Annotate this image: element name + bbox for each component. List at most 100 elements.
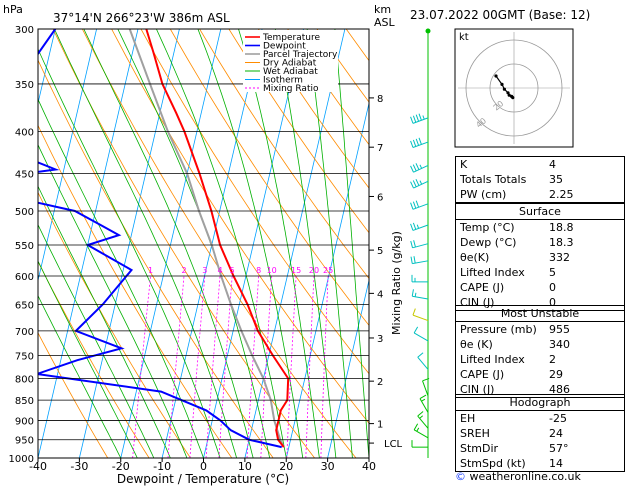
km-label: km	[374, 3, 391, 16]
x-tick-label: 40	[362, 460, 376, 473]
most-unstable-panel: Most Unstable Pressure (mb) 955 θe (K) 340…	[455, 305, 625, 398]
pressure-tick-label: 900	[15, 416, 34, 427]
wind-barb	[410, 137, 429, 148]
wind-barb-flag	[415, 200, 420, 208]
hpa-label: hPa	[3, 3, 23, 16]
x-tick-label: -40	[29, 460, 47, 473]
index-row: PW (cm) 2.25	[460, 188, 574, 201]
copyright-icon: ©	[455, 470, 466, 483]
mixing-ratio-label: 2	[181, 266, 186, 275]
pressure-tick-label: 550	[15, 241, 34, 252]
dewpoint-line	[38, 29, 282, 449]
pressure-tick-label: 850	[15, 396, 34, 407]
wind-barb-staff	[413, 180, 429, 189]
surface-title: Surface	[456, 204, 624, 220]
km-tick-label: 8	[377, 94, 383, 105]
hodograph-point	[506, 91, 510, 95]
wind-barb-flag	[410, 240, 414, 248]
mixing-ratio-label: 15	[291, 266, 301, 275]
wind-barb-flag	[412, 222, 417, 230]
isotherm-line	[38, 29, 139, 458]
wind-barb-flag	[417, 411, 424, 417]
km-tick-label: 6	[377, 192, 383, 203]
km-tick-label: 2	[377, 377, 383, 388]
wind-barb-half-flag	[422, 115, 425, 120]
wind-barb-flag	[418, 137, 422, 145]
isotherm-line	[368, 456, 369, 458]
wind-barb-staff	[417, 415, 429, 429]
most-unstable-row: θe (K) 340	[460, 338, 570, 351]
wind-barb	[410, 256, 429, 265]
wind-barb-flag	[412, 139, 417, 147]
mixing-ratio-line	[132, 275, 151, 458]
wind-barb	[422, 377, 430, 397]
surface-panel: Surface Temp (°C) 18.8 Dewp (°C) 18.3 θe(K…	[455, 203, 625, 311]
hodograph-point	[502, 87, 506, 91]
hodograph-stats-row: StmDir 57°	[460, 442, 569, 455]
wind-barb-flag	[412, 201, 417, 209]
wind-barb	[411, 440, 428, 448]
wind-barb	[410, 178, 429, 189]
wind-barb-flag	[410, 256, 413, 264]
wind-barb-flag	[417, 352, 424, 358]
dry-adiabat-line	[257, 29, 369, 189]
mixing-ratio-line	[305, 275, 315, 458]
legend-entry: Dry Adiabat	[263, 59, 317, 69]
hodograph-point	[500, 82, 504, 86]
wind-barb	[410, 113, 429, 124]
hodograph-point	[507, 93, 511, 97]
legend-entry: Temperature	[262, 33, 320, 43]
wind-barb	[412, 308, 429, 322]
most-unstable-row: Pressure (mb) 955	[460, 323, 570, 336]
legend-entry: Wet Adiabat	[263, 67, 318, 77]
wind-barb-flag	[412, 115, 417, 123]
wind-barb-staff	[422, 380, 429, 397]
pressure-tick-label: 800	[15, 374, 34, 385]
surface-row: Dewp (°C) 18.3	[460, 236, 574, 249]
wind-barb-staff	[412, 243, 429, 249]
most-unstable-row: Lifted Index 2	[460, 353, 556, 366]
isotherm-line	[79, 29, 180, 458]
mixing-ratio-line	[286, 275, 297, 458]
wind-barb-staff	[412, 203, 429, 210]
hodograph-point	[494, 74, 498, 78]
wind-barb	[413, 326, 429, 342]
wind-barb-flag	[415, 163, 420, 170]
x-tick-label: -10	[153, 460, 171, 473]
wind-barb-flag	[413, 326, 419, 334]
wind-barb-flag	[410, 140, 414, 148]
dry-adiabat-line	[228, 29, 369, 234]
wind-barb-flag	[410, 116, 414, 124]
legend-box	[243, 30, 338, 92]
most-unstable-row: CAPE (J) 29	[460, 368, 563, 381]
wind-barb-flag	[415, 178, 420, 186]
legend-entry: Parcel Trajectory	[263, 50, 338, 60]
wind-barb	[410, 222, 429, 231]
wind-barb-staff	[412, 224, 429, 231]
wind-barb-staff	[413, 165, 429, 173]
wind-barb-flag	[412, 308, 416, 316]
surface-row: Temp (°C) 18.8	[460, 221, 574, 234]
x-tick-label: 30	[321, 460, 335, 473]
mixing-ratio-line	[218, 275, 233, 458]
pressure-tick-label: 1000	[9, 454, 34, 465]
wind-barb-staff	[412, 141, 429, 148]
surface-row: θe(K) 332	[460, 251, 570, 264]
wind-barb-staff	[417, 356, 429, 370]
mixing-ratio-label: 5	[230, 266, 235, 275]
footer-credit: © weatheronline.co.uk	[455, 470, 581, 483]
mixing-ratio-label: 4	[217, 266, 222, 275]
wind-barb	[411, 289, 429, 300]
wind-barb-staff	[412, 295, 429, 300]
mixing-ratio-line	[320, 275, 329, 458]
most-unstable-title: Most Unstable	[456, 306, 624, 322]
mixing-ratio-label: 3	[202, 266, 207, 275]
wind-barb-flag	[419, 394, 427, 400]
mixing-ratio-line	[167, 275, 185, 458]
isotherm-line	[38, 29, 97, 283]
km-tick-label: 1	[377, 420, 383, 431]
